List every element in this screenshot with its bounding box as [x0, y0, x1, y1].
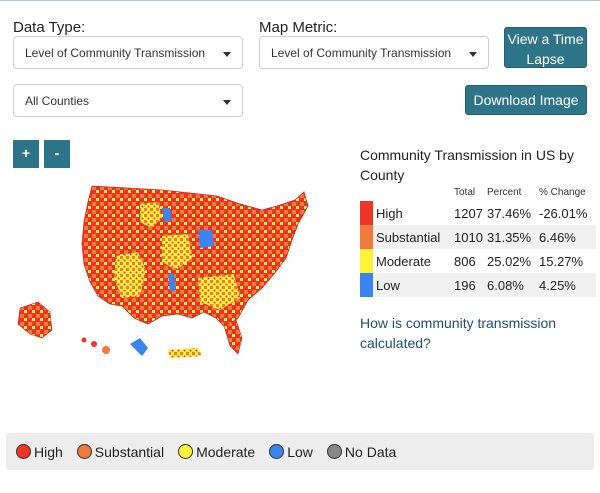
summary-title: Community Transmission in US by County	[360, 147, 574, 183]
row-percent: 37.46%	[487, 205, 532, 221]
midwest-low-region	[198, 230, 214, 248]
map-metric-label: Map Metric:	[259, 19, 338, 36]
table-row: Moderate 806 25.02% 15.27%	[360, 249, 596, 273]
low-swatch	[360, 273, 373, 297]
puerto-rico-counties	[168, 348, 202, 358]
row-change: 4.25%	[536, 273, 596, 297]
chevron-down-icon	[223, 100, 231, 105]
row-level: High	[376, 205, 403, 221]
data-type-value: Level of Community Transmission	[25, 46, 206, 60]
table-header-row: Total Percent % Change	[360, 183, 596, 201]
row-change: 15.27%	[539, 253, 584, 269]
zoom-in-button[interactable]: +	[13, 140, 39, 168]
texas-low-region	[168, 274, 176, 292]
transmission-calculation-link[interactable]: How is community transmission calculated…	[360, 315, 557, 351]
moderate-dot-icon	[178, 444, 194, 459]
row-level: Low	[373, 273, 451, 297]
row-percent: 31.35%	[484, 225, 536, 249]
moderate-swatch	[360, 249, 373, 273]
northwest-moderate-region	[140, 202, 162, 228]
table-row: Substantial 1010 31.35% 6.46%	[360, 225, 596, 249]
legend-item-low[interactable]: Low	[269, 444, 313, 460]
legend-label: Low	[287, 443, 313, 460]
legend-label: High	[34, 443, 63, 460]
data-type-label: Data Type:	[13, 19, 86, 36]
row-total: 1207	[454, 205, 483, 221]
zoom-out-button[interactable]: -	[44, 140, 70, 168]
legend-label: Moderate	[196, 443, 256, 460]
map-metric-value: Level of Community Transmission	[271, 46, 452, 60]
southwest-moderate-region	[114, 252, 146, 298]
chevron-down-icon	[223, 52, 231, 57]
table-row: Low 196 6.08% 4.25%	[360, 273, 596, 297]
substantial-dot-icon	[76, 444, 92, 459]
row-total: 196	[451, 273, 484, 297]
legend-item-no-data[interactable]: No Data	[326, 443, 397, 460]
row-total: 1010	[451, 225, 484, 249]
county-value: All Counties	[25, 94, 90, 108]
legend-item-high[interactable]: High	[16, 444, 63, 460]
row-percent: 6.08%	[484, 273, 536, 297]
substantial-swatch	[360, 225, 373, 249]
hawaii-island	[81, 337, 87, 343]
row-total: 806	[454, 253, 476, 269]
territory-low-region	[130, 338, 148, 356]
county-select[interactable]: All Counties	[13, 84, 243, 117]
high-dot-icon	[16, 444, 31, 459]
south-moderate-region	[198, 274, 240, 310]
plains-moderate-region	[162, 234, 192, 270]
transmission-summary-table: Total Percent % Change High 1207 37.46% …	[360, 183, 596, 297]
high-swatch	[360, 201, 373, 225]
row-level: Moderate	[376, 253, 431, 269]
header-percent: Percent	[487, 186, 522, 198]
florida-counties	[223, 319, 243, 355]
low-dot-icon	[269, 444, 285, 459]
chevron-down-icon	[469, 52, 477, 57]
header-change: % Change	[539, 186, 586, 198]
legend-item-moderate[interactable]: Moderate	[178, 444, 255, 460]
download-image-button[interactable]: Download Image	[465, 85, 587, 115]
map-metric-select[interactable]: Level of Community Transmission	[259, 36, 489, 69]
header-total: Total	[454, 186, 476, 198]
map-legend: High Substantial Moderate Low No Data	[6, 433, 594, 470]
legend-label: Substantial	[94, 443, 165, 460]
row-level: Substantial	[373, 225, 451, 249]
top-divider	[0, 0, 600, 1]
no-data-dot-icon	[326, 444, 342, 459]
us-county-map[interactable]	[12, 178, 322, 368]
row-percent: 25.02%	[487, 253, 532, 269]
hawaii-island	[91, 341, 97, 347]
north-low-region	[162, 208, 172, 222]
legend-label: No Data	[344, 443, 397, 460]
hawaii-island	[102, 346, 110, 354]
row-change: -26.01%	[539, 205, 588, 221]
data-type-select[interactable]: Level of Community Transmission	[13, 36, 243, 69]
view-time-lapse-button[interactable]: View a Time Lapse	[504, 27, 587, 68]
mainland-counties	[81, 185, 309, 329]
row-change: 6.46%	[536, 225, 596, 249]
alaska-counties	[17, 301, 53, 339]
table-row: High 1207 37.46% -26.01%	[360, 201, 596, 225]
legend-item-substantial[interactable]: Substantial	[76, 443, 165, 460]
